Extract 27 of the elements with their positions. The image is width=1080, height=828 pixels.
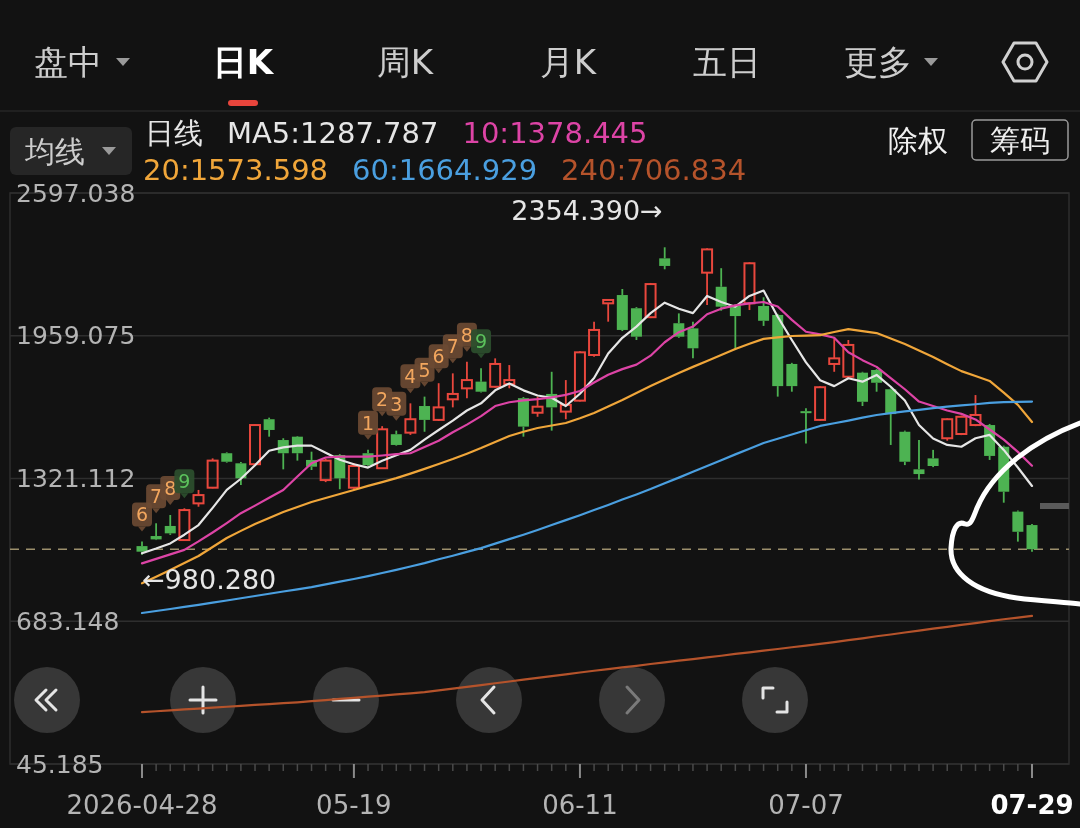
value-label: 6 xyxy=(132,502,152,532)
x-tick-label: 07-29 xyxy=(990,790,1074,820)
header-item: 五日 xyxy=(693,42,761,82)
y-tick-label: 2597.038 xyxy=(16,178,136,208)
x-tick-label: 06-11 xyxy=(542,790,618,820)
x-tick-label: 2026-04-28 xyxy=(66,790,218,820)
header-item: 日K xyxy=(212,42,274,106)
value-label: 1 xyxy=(358,410,379,440)
annotation: ←980.280 xyxy=(142,564,277,596)
y-tick-label: 45.185 xyxy=(16,749,104,779)
value-label: 9 xyxy=(471,329,492,359)
header-item: 周K xyxy=(376,42,434,82)
header-item: 月K xyxy=(539,42,597,82)
header-item: 更多 xyxy=(844,42,912,82)
value-label: 3 xyxy=(386,391,407,421)
y-tick-label: 1959.075 xyxy=(16,321,136,351)
header-item: 筹码 xyxy=(971,119,1069,161)
header-item: 盘中 xyxy=(34,42,102,82)
annotation: 2354.390→ xyxy=(511,194,663,226)
legend: 日线 MA5:1287.787 10:1378.445 20:1573.598 60:1664.929 240:706.834 xyxy=(143,116,747,187)
header-item: 除权 xyxy=(888,122,948,158)
x-tick-label: 05-19 xyxy=(316,790,392,820)
header-item: 均线 xyxy=(10,127,132,175)
value-label: 9 xyxy=(174,469,195,499)
y-tick-label: 683.148 xyxy=(16,606,120,636)
x-tick-label: 07-07 xyxy=(768,790,844,820)
y-tick-label: 1321.112 xyxy=(16,464,136,493)
